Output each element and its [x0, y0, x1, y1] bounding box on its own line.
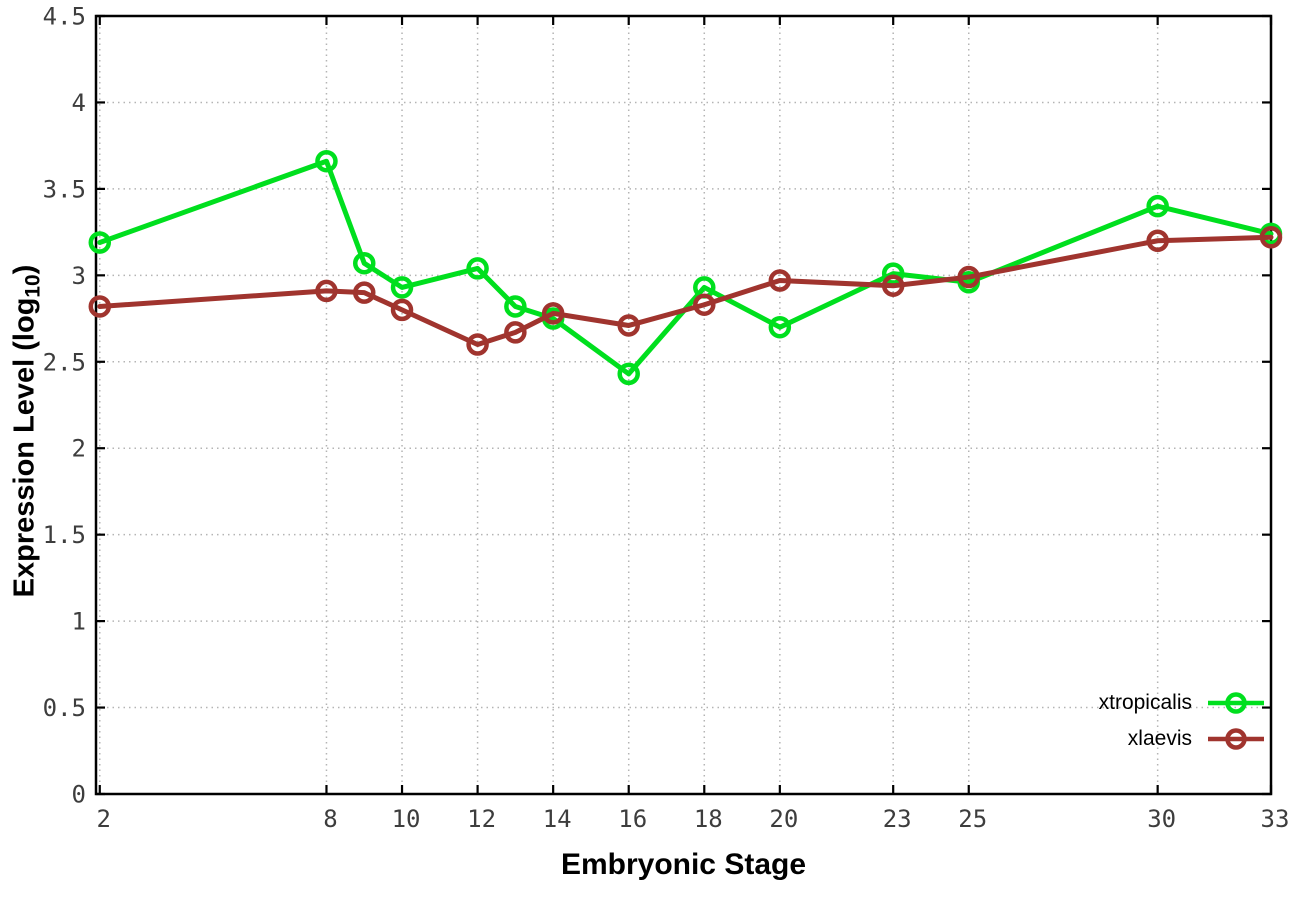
- legend-item-xtropicalis: xtropicalis: [1099, 687, 1266, 719]
- x-tick-label: 8: [323, 805, 337, 833]
- y-tick-label: 1.5: [43, 521, 86, 549]
- x-tick-label: 30: [1147, 805, 1176, 833]
- marker-xlaevis: [504, 321, 527, 344]
- x-tick-label: 25: [958, 805, 987, 833]
- y-tick-label: 0.5: [43, 694, 86, 722]
- plot-border: [94, 14, 1273, 796]
- x-tick-label: 12: [467, 805, 496, 833]
- x-tick-label: 20: [769, 805, 798, 833]
- marker-xlaevis: [1146, 229, 1169, 253]
- legend-label-xlaevis: xlaevis: [1127, 727, 1192, 750]
- marker-xtropicalis: [390, 276, 414, 299]
- marker-xtropicalis: [617, 362, 640, 386]
- y-tick-label: 0: [72, 781, 86, 809]
- marker-xtropicalis: [88, 231, 112, 254]
- legend-label-xtropicalis: xtropicalis: [1098, 691, 1192, 714]
- y-axis-title-subscript: 10: [21, 274, 45, 298]
- y-tick-label: 4.5: [43, 3, 86, 31]
- y-tick-label: 2.5: [43, 348, 86, 376]
- marker-xtropicalis: [466, 257, 489, 280]
- y-axis-title-close: ): [8, 264, 41, 275]
- x-tick-label: 33: [1261, 805, 1290, 833]
- marker-xlaevis: [390, 298, 414, 322]
- marker-xlaevis: [768, 269, 792, 292]
- legend: xtropicalis xlaevis: [1099, 687, 1266, 755]
- marker-xtropicalis: [352, 251, 376, 275]
- x-tick-label: 10: [392, 805, 421, 833]
- marker-xlaevis: [1259, 226, 1283, 249]
- x-tick-label: 2: [97, 805, 111, 833]
- y-tick-label: 4: [72, 89, 86, 117]
- marker-xlaevis: [88, 295, 112, 318]
- marker-xtropicalis: [881, 262, 905, 285]
- x-tick-label: 23: [883, 805, 912, 833]
- marker-xlaevis: [466, 333, 489, 356]
- marker-xlaevis: [352, 281, 376, 304]
- marker-xlaevis: [693, 293, 716, 316]
- series-line-xtropicalis: [97, 158, 1274, 377]
- y-tick-label: 2: [72, 435, 86, 463]
- x-tick-label: 18: [694, 805, 723, 833]
- x-tick-label: 16: [618, 805, 647, 833]
- y-tick-label: 3.5: [43, 175, 86, 203]
- marker-xtropicalis: [768, 315, 792, 339]
- y-tick-label: 1: [72, 608, 86, 636]
- series-line-xlaevis: [97, 234, 1274, 347]
- marker-xtropicalis: [315, 149, 338, 173]
- marker-xlaevis: [541, 302, 565, 325]
- marker-xtropicalis: [1146, 194, 1169, 218]
- marker-xtropicalis: [504, 295, 527, 318]
- y-axis-title-text: Expression Level (log: [8, 297, 41, 598]
- x-tick-label: 14: [543, 805, 572, 833]
- marker-xlaevis: [617, 314, 640, 337]
- x-axis-title: Embryonic Stage: [560, 848, 807, 881]
- marker-xlaevis: [881, 274, 905, 297]
- xlaevis-line-marker-icon: [1208, 728, 1264, 750]
- marker-xlaevis: [315, 279, 338, 303]
- y-tick-label: 3: [72, 262, 86, 290]
- y-axis-title: Expression Level (log10): [8, 265, 45, 598]
- xtropicalis-line-marker-icon: [1208, 692, 1264, 714]
- marker-xlaevis: [957, 265, 980, 289]
- legend-item-xlaevis: xlaevis: [1099, 723, 1266, 755]
